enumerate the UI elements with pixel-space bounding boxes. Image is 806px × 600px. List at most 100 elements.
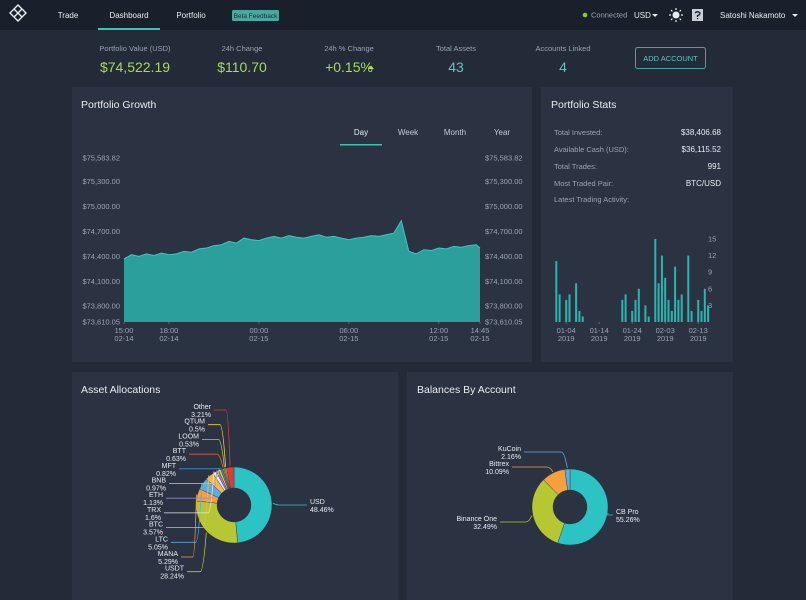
x-tick-label: 15:00: [115, 326, 134, 335]
leader-line: [189, 453, 224, 468]
slice-value: 1.6%: [145, 515, 161, 522]
bar: [621, 299, 624, 322]
slice-label: LTC: [155, 536, 168, 543]
range-tab[interactable]: Year: [494, 128, 511, 137]
stat-value: $38,406.68: [681, 128, 722, 137]
x-tick-label: 18:00: [160, 326, 179, 335]
stat-label: Total Trades:: [554, 162, 597, 171]
summary-label: Portfolio Value (USD): [99, 44, 171, 53]
x-tick-label: 02-15: [249, 334, 268, 343]
slice-value: 5.29%: [158, 559, 178, 566]
stat-label: Latest Trading Activity:: [554, 195, 629, 204]
slice-label: TRX: [147, 507, 161, 514]
slice-label: Bittrex: [489, 461, 509, 468]
bar: [697, 299, 700, 322]
caret: [792, 14, 798, 17]
user-name[interactable]: Satoshi Nakamoto: [720, 11, 786, 20]
slice-label: KuCoin: [498, 446, 521, 453]
x-tick-label: 02-14: [159, 334, 178, 343]
status-dot: [582, 12, 588, 18]
y-tick-label: $73,800.00: [82, 302, 120, 311]
y-tick-label: 3: [708, 301, 712, 310]
summary-value: $74,522.19: [100, 59, 170, 75]
y-tick-label: 6: [708, 284, 712, 293]
theme-toggle[interactable]: [669, 8, 683, 22]
nav-item[interactable]: Portfolio: [176, 11, 206, 20]
stat-label: Total Invested:: [554, 128, 602, 137]
y-tick-label: $75,300.00: [82, 177, 120, 186]
nav-item[interactable]: Dashboard: [109, 11, 148, 20]
help-button[interactable]: [692, 9, 703, 21]
leader-line: [166, 475, 210, 528]
leader-line: [272, 502, 307, 506]
stat-value: 991: [708, 162, 722, 171]
summary-label: 24h Change: [222, 44, 263, 53]
bar: [644, 305, 647, 322]
slice-label: CB Pro: [616, 509, 639, 516]
bar: [670, 310, 673, 322]
bar: [674, 266, 677, 322]
x-tick-label: 2019: [690, 334, 707, 343]
bar: [634, 299, 637, 322]
leader-line: [524, 451, 568, 469]
currency[interactable]: USD: [634, 11, 651, 20]
panel-title: Asset Allocations: [81, 384, 160, 396]
bar: [707, 305, 710, 322]
slice-label: ETH: [149, 492, 163, 499]
stat-label: Most Traded Pair:: [554, 179, 613, 188]
range-tab[interactable]: Month: [444, 128, 466, 137]
bar: [624, 294, 627, 322]
logo[interactable]: [9, 4, 27, 22]
y-tick-label: 9: [708, 268, 712, 277]
y-tick-label: $75,000.00: [485, 202, 523, 211]
x-tick-label: 02-03: [656, 326, 675, 335]
y-tick-label: 12: [708, 251, 716, 260]
slice-value: 1.13%: [143, 500, 163, 507]
donut-slice: [233, 466, 273, 544]
slice-value: 0.5%: [189, 427, 205, 434]
button-label[interactable]: ADD ACCOUNT: [643, 54, 698, 63]
y-tick-label: $74,700.00: [485, 227, 523, 236]
x-tick-label: 02-15: [339, 334, 358, 343]
x-tick-label: 02-15: [429, 334, 448, 343]
slice-value: 0.53%: [179, 441, 199, 448]
summary-label: Accounts Linked: [535, 44, 590, 53]
nav-bar: [0, 0, 806, 30]
y-tick-label: $75,000.00: [82, 202, 120, 211]
slice-label: BTT: [173, 448, 187, 455]
nav-item[interactable]: Trade: [58, 11, 79, 20]
y-tick-label: 15: [708, 235, 716, 244]
x-tick-label: 12:00: [429, 326, 448, 335]
x-tick-label: 01-24: [623, 326, 642, 335]
x-tick-label: 14:45: [471, 326, 490, 335]
add-account-button[interactable]: [635, 47, 706, 69]
slice-value: 3.57%: [143, 530, 163, 537]
badge-bg[interactable]: [232, 10, 279, 21]
leader-line: [187, 532, 207, 573]
slice-value: 5.05%: [148, 544, 168, 551]
leader-line: [512, 466, 554, 473]
range-tab[interactable]: Day: [354, 128, 368, 137]
slice-label: BNB: [152, 478, 167, 485]
caret: [652, 14, 658, 17]
y-tick-label: $74,700.00: [82, 227, 120, 236]
slice-label: Binance One: [457, 516, 498, 523]
bar: [581, 316, 584, 322]
donut-slice: [557, 468, 609, 546]
donut-slice: [564, 468, 571, 491]
summary-value: $110.70: [217, 59, 267, 75]
donut-slice: [226, 466, 235, 489]
range-tab[interactable]: Week: [398, 128, 419, 137]
slice-value: 28.24%: [160, 574, 184, 581]
slice-value: 10.09%: [485, 469, 509, 476]
nav-active-underline: [98, 28, 160, 30]
bar: [578, 310, 581, 322]
badge[interactable]: Beta Feedback: [234, 13, 278, 20]
summary-value: +0.15%: [325, 59, 373, 75]
slice-value: 0.63%: [166, 456, 186, 463]
slice-label: QTUM: [184, 419, 205, 426]
bar: [558, 294, 561, 322]
bar: [677, 299, 680, 322]
x-tick-label: 02-15: [470, 334, 489, 343]
y-tick-label: $74,100.00: [82, 277, 120, 286]
